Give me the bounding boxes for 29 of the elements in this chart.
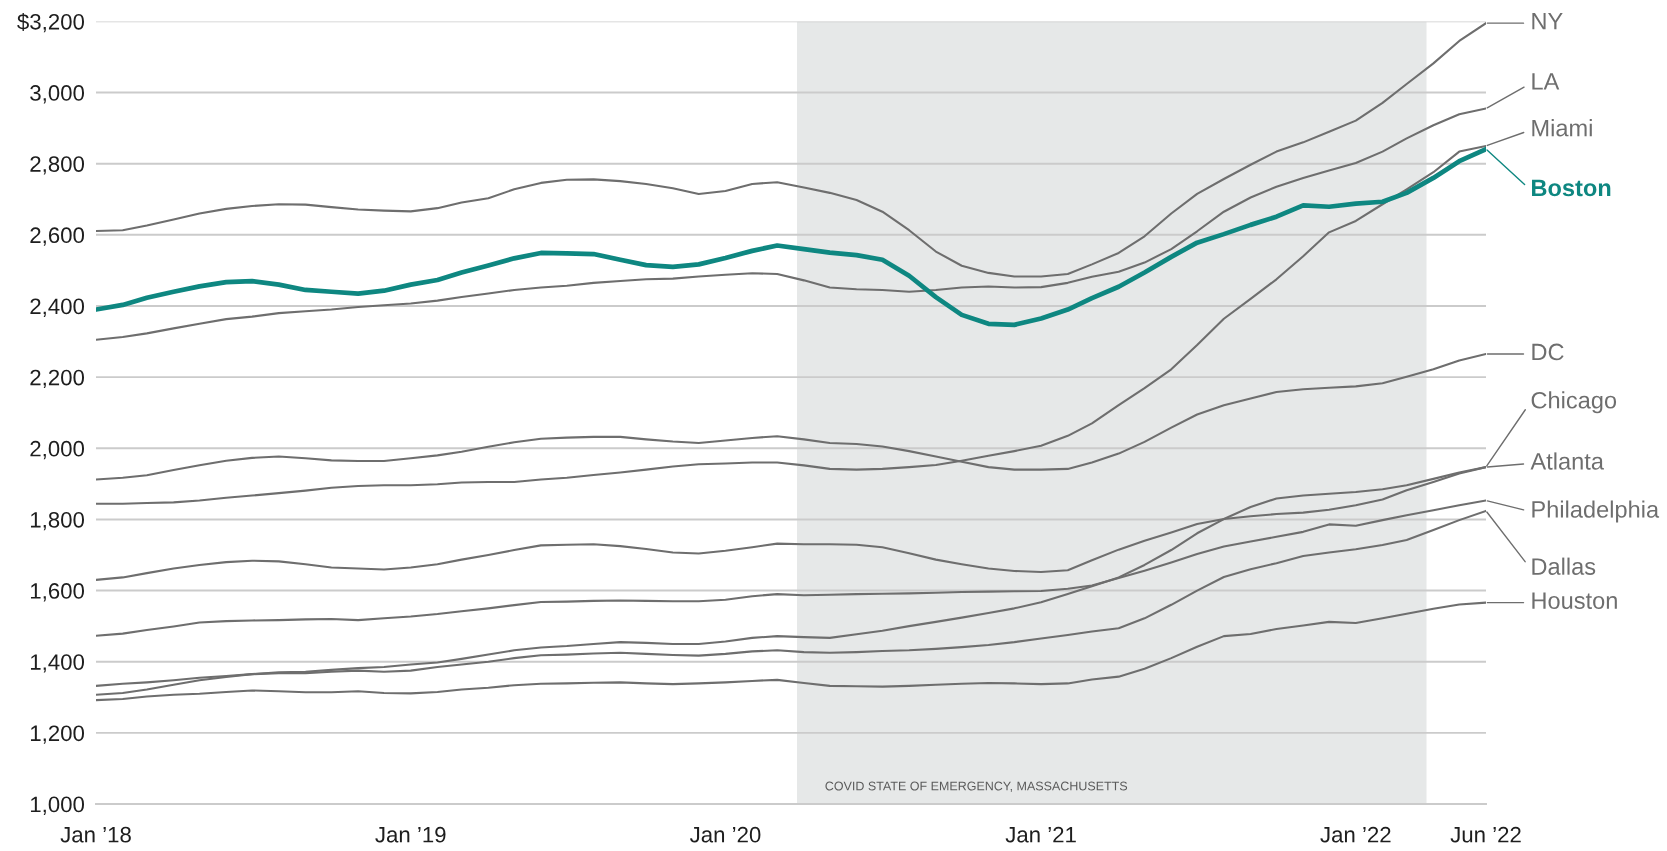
legend-label: LA [1532,73,1560,90]
y-tick-label: 1,200 [30,725,85,744]
y-tick-label: 3,000 [30,85,85,104]
y-tick-label: 1,600 [30,583,85,602]
y-tick-label: 2,000 [30,440,85,460]
legend-label: DC [1532,343,1564,361]
band-label: COVID STATE OF EMERGENCY, MASSACHUSETTS [825,781,1128,792]
y-tick-label: 2,600 [30,227,85,246]
y-tick-label: 1,800 [30,511,85,531]
legend-label: Miami [1532,119,1592,137]
y-tick-label: $3,200 [17,13,85,33]
text: Dallas [1532,557,1596,575]
x-tick-label: Jan ’20 [689,826,761,843]
y-tick-label: 2,800 [30,156,85,175]
legend-label: Houston [1532,592,1617,609]
x-tick-label: Jan ’18 [60,826,131,843]
y-tick-label: 2,400 [30,298,85,317]
legend-label: NY [1532,13,1563,30]
x-tick-label: Jan ’21 [1005,826,1076,843]
x-tick-label: Jan ’22 [1320,826,1391,843]
x-tick-label: Jun ’22 [1450,826,1521,843]
legend-label: Atlanta [1530,452,1604,470]
legend-label: Philadelphia [1532,500,1660,523]
y-tick-label: 1,000 [30,796,85,815]
y-tick-label: 1,400 [30,654,85,673]
x-tick-label: Jan ’19 [375,826,446,843]
text: Chicago [1531,391,1617,414]
text: Boston [1532,179,1611,197]
y-tick-label: 2,200 [30,369,85,389]
